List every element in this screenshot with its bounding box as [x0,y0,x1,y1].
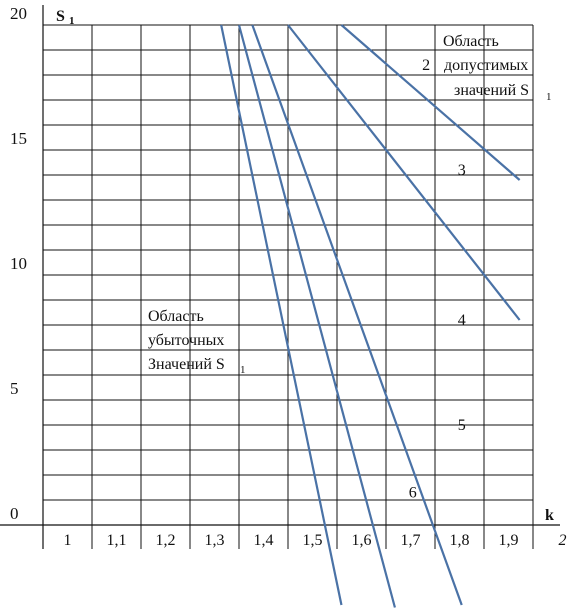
x-tick-label: 1,6 [352,532,372,549]
series-label-6: 6 [409,485,417,502]
loss-region-label: Область убыточных Значений S 1 [148,308,246,376]
series-line-3 [287,24,521,321]
x-tick-label: 1,9 [499,532,519,549]
loss-region-line-1: Область [148,308,204,325]
x-tick-label: 1,4 [254,532,274,549]
x-tick-label: 1,2 [156,532,176,549]
y-tick-label: 10 [10,254,27,273]
y-tick-label: 5 [10,379,19,398]
feasible-region-label: Область допустимых значений S 1 [443,33,552,103]
series-line-4 [251,24,463,606]
series-label-5: 5 [458,417,466,434]
x-tick-label: 1,3 [205,532,225,549]
series-line-2 [340,24,521,181]
series-label-4: 4 [458,312,466,329]
y-tick-label: 0 [10,504,19,523]
x-axis-title: k [545,507,554,524]
loss-region-line-2: убыточных [148,332,224,349]
svg-text:1: 1 [69,15,75,27]
grid [0,5,560,549]
x-tick-label: 1 [64,532,72,549]
feasible-region-line-1: Область [443,33,499,50]
series-labels: 2 3 4 5 6 [409,57,466,502]
feasible-region-line-3: значений S [454,82,529,99]
y-axis-title: S 1 [56,8,75,27]
loss-region-line-3: Значений S [148,356,225,373]
series-group [220,24,521,608]
series-label-2: 2 [422,57,430,74]
x-tick-label: 1,8 [450,532,470,549]
svg-text:S: S [56,8,65,25]
y-tick-label: 15 [10,129,27,148]
feasible-region-line-2: допустимых [444,57,528,74]
loss-region-subscript: 1 [240,364,246,376]
x-tick-label: 2 [559,532,567,549]
series-line-5 [237,24,396,608]
y-tick-label: 20 [10,4,27,23]
series-label-3: 3 [458,162,466,179]
feasible-region-subscript: 1 [546,91,552,103]
x-tick-label: 1,5 [303,532,323,549]
series-line-6 [220,24,343,606]
x-tick-label: 1,1 [107,532,127,549]
x-tick-label: 1,7 [401,532,421,549]
